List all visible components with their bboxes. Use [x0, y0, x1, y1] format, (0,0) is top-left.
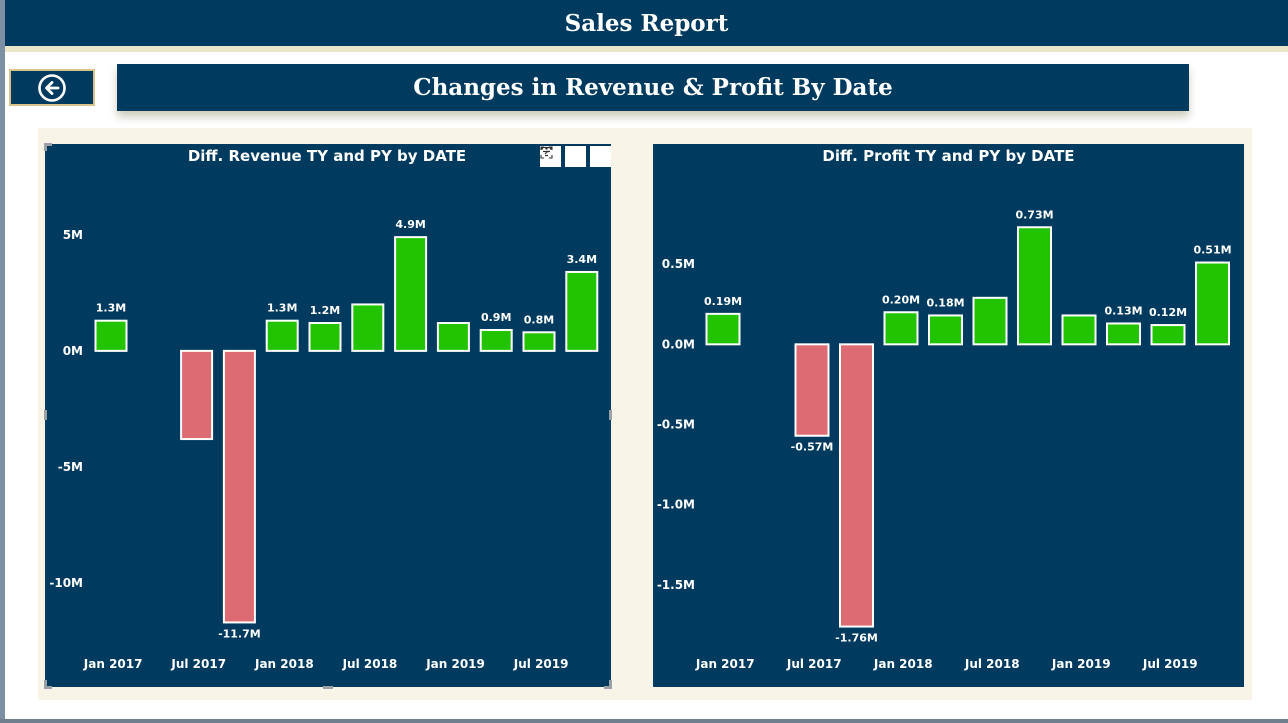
focus-mode-icon[interactable] [540, 146, 586, 167]
bar-negative[interactable] [794, 343, 830, 437]
bar-positive[interactable] [308, 322, 342, 352]
bar-positive[interactable] [479, 328, 513, 352]
y-tick-label: 5M [63, 228, 83, 242]
x-tick-label: Jul 2019 [1142, 657, 1198, 671]
arrow-left-circle-icon [38, 73, 66, 102]
x-tick-label: Jul 2017 [170, 657, 226, 671]
y-tick-label: -10M [49, 576, 83, 590]
x-tick-label: Jul 2018 [964, 657, 1020, 671]
more-options-icon[interactable] [540, 146, 611, 167]
bar-positive[interactable] [436, 322, 470, 352]
data-label: -0.57M [791, 441, 834, 454]
resize-handle[interactable] [604, 686, 612, 689]
window-edge [0, 0, 5, 723]
window-bottom-edge [0, 719, 1288, 723]
bar-positive[interactable] [972, 296, 1008, 346]
data-label: 0.18M [926, 296, 964, 309]
data-label: 3.4M [567, 253, 597, 266]
data-label: 1.3M [96, 302, 126, 315]
bar-positive[interactable] [883, 311, 919, 346]
bar-positive[interactable] [1106, 322, 1141, 346]
title-strip [5, 46, 1288, 52]
data-label: 0.8M [524, 313, 554, 326]
profit-chart: 0.5M 0.0M -0.5M -1.0M -1.5M 0.19M -0.57M -1.76M… [657, 208, 1232, 671]
x-tick-label: Jul 2018 [342, 657, 398, 671]
data-label: 0.13M [1104, 304, 1142, 317]
x-tick-label: Jan 2017 [83, 657, 143, 671]
x-tick-label: Jul 2019 [513, 657, 569, 671]
bar-positive[interactable] [1195, 261, 1230, 346]
y-tick-label: -5M [58, 460, 83, 474]
bar-positive[interactable] [565, 270, 599, 352]
data-label: 0.51M [1193, 244, 1231, 257]
bar-positive[interactable] [928, 314, 963, 346]
data-label: 1.3M [267, 302, 297, 315]
resize-handle[interactable] [609, 680, 612, 688]
revenue-chart-visual[interactable]: 5M 0M -5M -10M 1.3M -11.7M 1.3M 1.2M 4.9M 0.9M 0.8… [45, 144, 611, 687]
y-tick-label: 0.5M [662, 257, 695, 271]
page-subtitle: Changes in Revenue & Profit By Date [117, 64, 1189, 111]
profit-chart-title: Diff. Profit TY and PY by DATE [822, 147, 1075, 165]
visual-header [540, 146, 611, 167]
data-label: 0.19M [704, 295, 742, 308]
resize-handle[interactable] [44, 143, 47, 151]
y-tick-label: -0.5M [657, 418, 695, 432]
revenue-chart: 5M 0M -5M -10M 1.3M -11.7M 1.3M 1.2M 4.9M 0.9M 0.8… [49, 218, 599, 671]
bar-negative[interactable] [839, 343, 874, 628]
data-label: -11.7M [218, 627, 261, 640]
back-button[interactable] [9, 69, 95, 106]
x-tick-label: Jan 2019 [425, 657, 485, 671]
resize-handle[interactable] [323, 686, 333, 689]
y-tick-label: 0M [63, 344, 83, 358]
bar-positive[interactable] [522, 331, 556, 352]
revenue-chart-title: Diff. Revenue TY and PY by DATE [187, 147, 467, 165]
bar-positive[interactable] [94, 319, 128, 352]
y-tick-label: 0.0M [662, 337, 695, 351]
x-tick-label: Jan 2019 [1051, 657, 1111, 671]
bar-positive[interactable] [265, 319, 299, 352]
x-tick-label: Jul 2017 [786, 657, 842, 671]
bar-positive[interactable] [1150, 324, 1186, 346]
bar-positive[interactable] [394, 236, 428, 352]
bar-positive[interactable] [705, 312, 741, 346]
y-tick-label: -1.0M [657, 498, 695, 512]
data-label: 1.2M [310, 304, 340, 317]
resize-handle[interactable] [44, 410, 47, 420]
x-tick-label: Jan 2018 [254, 657, 314, 671]
resize-handle[interactable] [44, 686, 52, 689]
bar-negative[interactable] [180, 349, 214, 441]
data-label: 0.9M [481, 311, 511, 324]
page-subtitle-text: Changes in Revenue & Profit By Date [413, 74, 893, 101]
data-label: 0.12M [1149, 306, 1187, 319]
profit-chart-visual[interactable]: 0.5M 0.0M -0.5M -1.0M -1.5M 0.19M -0.57M -1.76M… [653, 144, 1244, 687]
y-tick-label: -1.5M [657, 578, 695, 592]
resize-handle[interactable] [44, 680, 47, 688]
bar-positive[interactable] [1061, 314, 1097, 346]
bar-positive[interactable] [351, 303, 385, 352]
data-label: 0.20M [882, 293, 920, 306]
resize-handle[interactable] [44, 143, 52, 146]
data-label: -1.76M [835, 632, 878, 645]
data-label: 4.9M [395, 218, 425, 231]
bar-positive[interactable] [1017, 226, 1052, 346]
report-title: Sales Report [564, 9, 729, 37]
bar-negative[interactable] [222, 349, 256, 624]
x-tick-label: Jan 2017 [695, 657, 755, 671]
data-label: 0.73M [1015, 208, 1053, 221]
report-title-bar: Sales Report [5, 0, 1288, 46]
x-tick-label: Jan 2018 [873, 657, 933, 671]
resize-handle[interactable] [609, 410, 612, 420]
